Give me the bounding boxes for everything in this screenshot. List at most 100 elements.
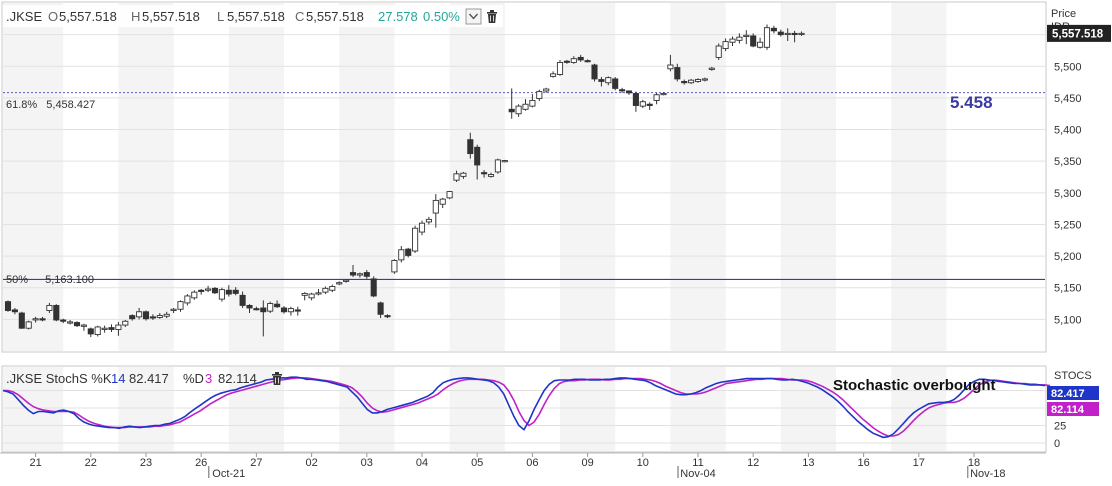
candle-up	[688, 79, 695, 84]
candle	[529, 94, 536, 108]
candle-down	[681, 81, 688, 84]
candle-down	[260, 307, 267, 313]
price-gridlines	[3, 34, 1045, 320]
candle-down	[508, 108, 515, 113]
stoch-band	[118, 367, 174, 451]
price-band	[560, 3, 616, 351]
stoch-tick-label: 25	[1054, 421, 1066, 433]
stoch-k-tag-text: 82.417	[1051, 388, 1085, 400]
candle-up	[122, 320, 129, 326]
candle	[122, 319, 129, 327]
candle-down	[294, 309, 301, 312]
close-label: C	[295, 9, 304, 24]
candle-up	[522, 103, 529, 110]
candle-down	[39, 318, 46, 321]
candle-up	[701, 78, 708, 81]
candle	[239, 291, 246, 308]
candle-down	[791, 32, 798, 36]
candle-down	[384, 315, 391, 318]
candle	[757, 37, 764, 49]
change-value: 27.578	[378, 9, 418, 24]
candle-up	[715, 45, 722, 58]
candle-down	[750, 35, 757, 47]
stoch-k-value: 82.417	[129, 371, 169, 386]
fib-618-label: 61.8% 5,458.427	[6, 99, 95, 111]
candle	[777, 29, 784, 37]
candle-down	[612, 78, 619, 89]
price-tick-label: 5,500	[1054, 61, 1082, 73]
candle	[136, 307, 143, 320]
candle-down	[370, 278, 377, 297]
stoch-band	[3, 367, 64, 451]
candles-group	[4, 24, 805, 338]
candle	[18, 311, 25, 329]
x-tick-label: 22	[85, 457, 97, 469]
candle-up	[418, 222, 426, 233]
candle	[770, 25, 777, 34]
candle-up	[115, 324, 122, 330]
chevron-down-icon[interactable]	[465, 8, 482, 25]
candle-down	[619, 89, 626, 92]
candle-down	[674, 67, 681, 80]
candle	[639, 99, 646, 109]
candle-up	[536, 91, 543, 99]
candle	[494, 158, 501, 174]
stoch-d-period: 3	[205, 371, 212, 386]
candle-up	[308, 293, 315, 299]
price-band	[3, 3, 64, 351]
candle-up	[287, 308, 294, 313]
candle-up	[446, 191, 453, 199]
candle	[432, 194, 439, 228]
price-panel-bands	[3, 3, 947, 351]
candle	[142, 310, 150, 321]
candle-up	[163, 313, 170, 317]
candle	[349, 264, 357, 277]
candle	[563, 59, 570, 64]
candle-down	[467, 139, 474, 155]
price-header: .JKSE O 5,557.518 H 5,557.518 L 5,557.51…	[3, 5, 503, 27]
candle	[170, 307, 177, 314]
candle-up	[763, 27, 771, 48]
stoch-d-value: 82.114	[218, 371, 257, 386]
candle-down	[584, 60, 591, 63]
candle-up	[218, 289, 225, 300]
candle-up	[660, 93, 667, 96]
trash-icon[interactable]	[487, 10, 497, 23]
price-band	[339, 3, 395, 351]
candle-down	[280, 307, 288, 313]
candle	[391, 259, 398, 274]
candle-up	[605, 77, 612, 84]
stoch-trash-icon[interactable]	[272, 372, 282, 385]
candle-up	[205, 288, 212, 291]
low-value: 5,557.518	[227, 9, 285, 24]
candle-down	[246, 304, 253, 309]
stoch-annotation: Stochastic overbought	[833, 377, 996, 394]
candle-up	[757, 41, 764, 48]
x-tick-label: 18	[968, 457, 980, 469]
fib-50-value: 5,163.100	[45, 274, 94, 286]
candle	[736, 33, 743, 44]
x-tick-label: 17	[913, 457, 925, 469]
candle	[625, 90, 633, 95]
candle	[294, 306, 301, 316]
candle	[232, 287, 239, 296]
stoch-k-tag-bg	[1047, 386, 1099, 400]
candle-down	[646, 103, 653, 106]
candle	[156, 313, 163, 319]
stoch-k-tag: 82.417	[1047, 386, 1099, 400]
candle-down	[777, 31, 784, 36]
candle-up	[639, 101, 646, 107]
candle	[501, 159, 508, 163]
candle	[446, 190, 453, 200]
candle	[646, 102, 653, 110]
candle	[667, 54, 674, 72]
candle-down	[363, 272, 370, 277]
candle	[115, 321, 122, 336]
candle-down	[405, 248, 412, 256]
price-band	[891, 3, 947, 351]
candle	[653, 92, 660, 105]
candle-down	[632, 93, 639, 106]
candle-down	[481, 172, 488, 175]
candle-down	[149, 316, 156, 319]
